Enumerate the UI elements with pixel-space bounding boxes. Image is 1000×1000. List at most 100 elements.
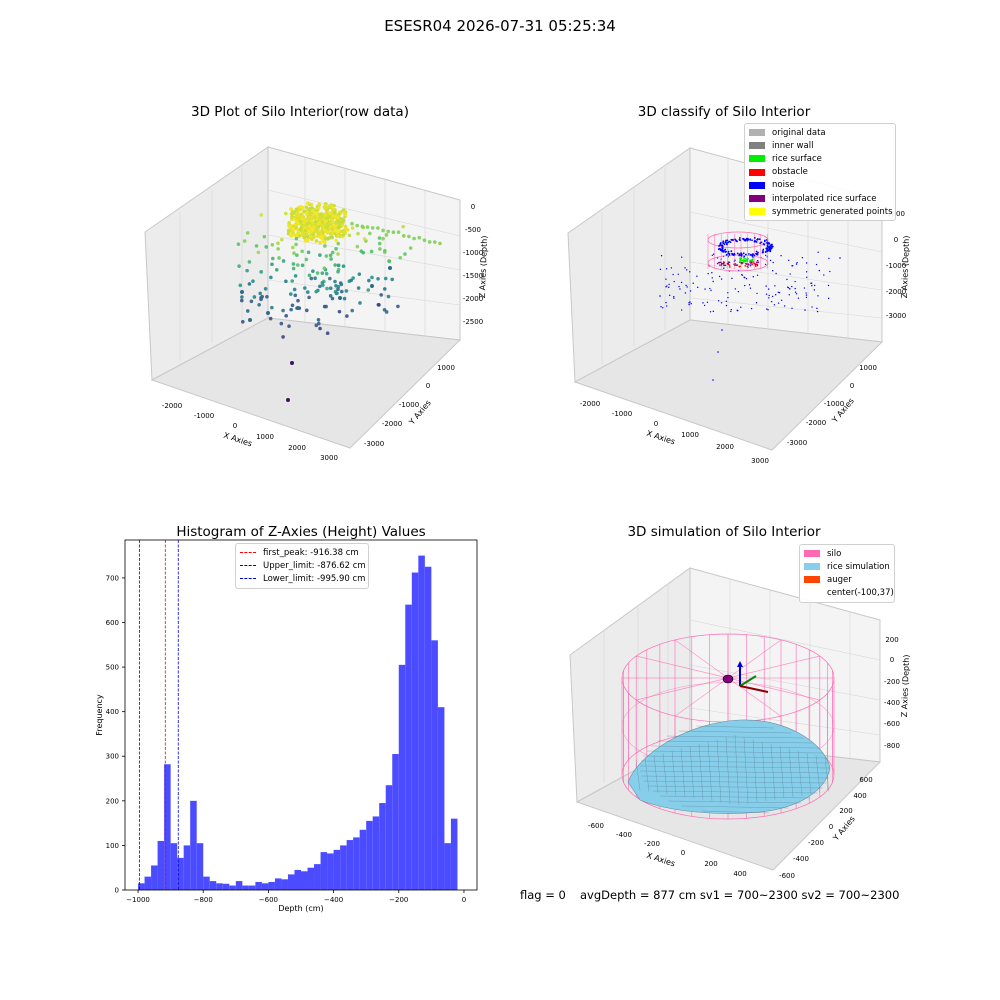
panel1-point	[314, 323, 319, 328]
panel2-noise-point	[791, 307, 793, 310]
panel1-point	[240, 295, 244, 299]
figure-suptitle: ESESR04 2026-07-31 05:25:34	[384, 17, 616, 35]
histogram-bar	[314, 864, 321, 890]
panel1-point	[309, 202, 314, 207]
panel1-point	[298, 207, 303, 212]
histogram-xtick-label: −200	[389, 896, 408, 904]
panel2-noise-point	[745, 277, 748, 280]
panel2-interpolated-point	[756, 264, 759, 267]
panel4-zlabel: Z Axies (Depth)	[900, 654, 911, 717]
panel1-point	[306, 250, 311, 255]
panel2-noise-point	[817, 295, 819, 297]
panel1-point	[295, 210, 300, 215]
panel1-point	[245, 231, 250, 235]
rice-mesh-line	[643, 755, 827, 759]
panel1-point	[315, 227, 319, 231]
rice-mesh-line	[647, 785, 823, 789]
panel4-ytick: 600	[859, 776, 872, 784]
panel2-noise-point	[778, 291, 781, 294]
panel1-point	[358, 301, 362, 305]
panel1-point	[296, 298, 300, 303]
panel2-interpolated-point	[741, 262, 743, 264]
panel1-point	[279, 321, 284, 326]
legend-swatch	[749, 208, 765, 216]
panel2-noise-point	[659, 268, 662, 271]
legend-label: first_peak: -916.38 cm	[263, 547, 359, 558]
panel2-noise-point	[753, 236, 756, 239]
panel1-point	[325, 210, 329, 214]
panel1-point	[311, 269, 315, 273]
panel1-point	[341, 208, 346, 212]
panel1-point	[401, 224, 405, 229]
auger-marker	[722, 661, 769, 693]
panel1-ytick: -1000	[399, 401, 419, 409]
histogram-ytick-label: 700	[106, 574, 119, 582]
panel2-noise-point	[780, 299, 783, 301]
panel2-noise-point	[818, 269, 821, 272]
panel1-point	[362, 237, 367, 241]
panel2-zlabel: Z Axies (Depth)	[900, 235, 911, 298]
panel1-point	[308, 206, 313, 211]
panel1-point	[338, 296, 342, 300]
rice-mesh-line	[696, 725, 774, 729]
panel1-point	[388, 266, 392, 270]
panel1-point	[251, 279, 255, 283]
panel1-point	[328, 286, 333, 291]
panel2-noise-point	[668, 283, 670, 286]
panel1-point	[276, 247, 280, 251]
rice-mesh-line	[671, 750, 677, 796]
histogram-ylabel: Frequency	[95, 694, 104, 736]
panel2-noise-point	[748, 253, 750, 255]
panel1-point	[336, 233, 341, 238]
panel1-point	[342, 296, 347, 301]
panel2-noise-point	[666, 285, 668, 287]
histogram-ytick-label: 500	[106, 664, 119, 672]
histogram-bar	[242, 885, 249, 890]
panel1-point	[286, 398, 290, 402]
panel2-noise-point	[673, 296, 675, 298]
panel1-point	[412, 236, 416, 241]
histogram-bar	[320, 852, 328, 890]
histogram-bar	[307, 867, 315, 890]
histogram-xticks: −1000 −800 −600 −400 −200 0	[126, 890, 466, 904]
panel4-ylabel: Y Axies	[831, 814, 857, 843]
panel1-point	[303, 228, 308, 233]
panel1-point	[338, 224, 342, 229]
panel2-noise-point	[766, 242, 769, 245]
panel1-point	[325, 216, 329, 220]
panel1-point	[328, 211, 332, 215]
histogram-bars	[138, 555, 458, 890]
panel1-title: 3D Plot of Silo Interior(row data)	[191, 104, 409, 120]
panel2-noise-point	[730, 308, 733, 311]
panel1-point	[401, 234, 406, 238]
panel1-point	[333, 223, 337, 228]
legend-swatch	[804, 590, 820, 597]
panel2-noise-point	[668, 294, 671, 297]
auger-arrow-y	[739, 675, 757, 687]
histogram-xtick-label: 0	[462, 896, 466, 904]
panel2-interpolated-point	[718, 261, 720, 264]
panel1-point	[386, 294, 391, 299]
panel2-noise-point	[796, 261, 798, 264]
legend-label: original data	[772, 127, 826, 138]
panel1-point	[252, 295, 257, 299]
panel2-noise-point	[727, 296, 729, 299]
histogram-bar	[196, 843, 204, 890]
panel1-point	[333, 210, 337, 215]
panel2-noise-point	[794, 291, 797, 293]
panel1-point	[334, 221, 339, 225]
panel2-noise-point	[670, 267, 673, 269]
panel1-point	[320, 237, 325, 241]
panel1-point	[336, 263, 341, 268]
panel2-noise-point	[732, 238, 734, 241]
panel2-noise-point	[829, 270, 831, 273]
panel1-point	[277, 256, 281, 260]
panel2-noise-point	[730, 238, 733, 241]
panel4-xtick: 0	[681, 849, 685, 857]
panel2-interpolated-point	[722, 262, 725, 265]
panel2-noise-point	[771, 270, 774, 272]
legend-label: silo	[827, 548, 842, 559]
panel1-point	[365, 225, 370, 229]
legend-swatch	[749, 155, 765, 163]
panel2-noise-point	[686, 269, 688, 271]
